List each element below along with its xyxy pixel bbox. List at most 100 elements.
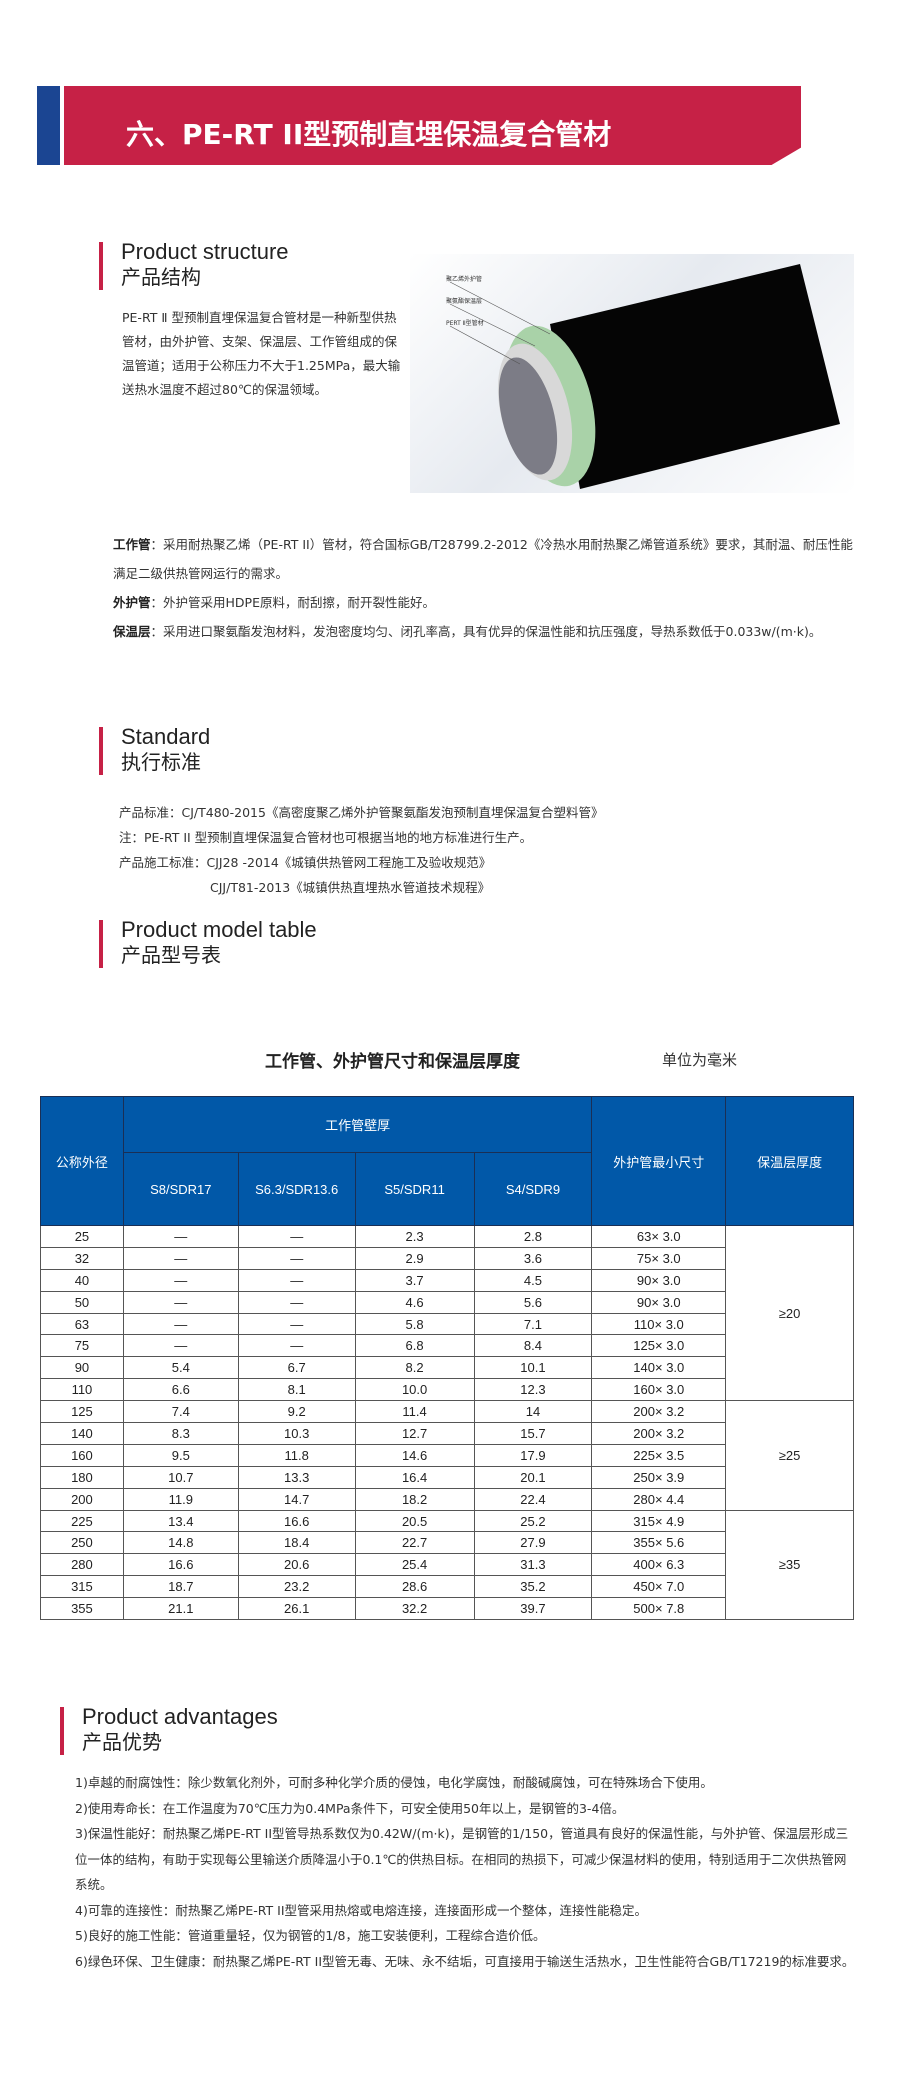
- table-row: 315 18.7 23.2 28.6 35.2 450× 7.0: [40, 1575, 854, 1599]
- heading-en: Product model table: [121, 917, 317, 942]
- label-insulation: 聚氨酯保温层: [446, 297, 482, 305]
- section-heading-standard: Standard 执行标准: [99, 725, 210, 775]
- section-heading-advantages: Product advantages 产品优势: [60, 1705, 278, 1755]
- table-cell: 35.2: [473, 1575, 593, 1599]
- table-cell: 18.4: [237, 1531, 356, 1555]
- table-cell: 15.7: [473, 1422, 593, 1445]
- table-cell: 63× 3.0: [591, 1225, 727, 1248]
- table-cell: 11.8: [237, 1443, 356, 1467]
- table-cell: 25.2: [473, 1509, 593, 1533]
- table-cell: 22.4: [473, 1487, 593, 1511]
- header-outer-pipe: 外护管最小尺寸: [591, 1096, 727, 1226]
- table-cell: 75: [40, 1334, 124, 1358]
- table-cell: 10.1: [473, 1356, 593, 1380]
- table-title: 工作管、外护管尺寸和保温层厚度: [265, 1052, 520, 1072]
- table-cell: 40: [40, 1268, 124, 1292]
- table-cell: 2.8: [473, 1225, 593, 1248]
- table-row: 225 13.4 16.6 20.5 25.2 315× 4.9 ≥35: [40, 1509, 854, 1621]
- table-cell: 225: [40, 1509, 124, 1533]
- table-cell: —: [237, 1225, 356, 1248]
- table-cell: —: [237, 1312, 356, 1336]
- table-cell: 23.2: [237, 1575, 356, 1599]
- insulation-thickness-cell: ≥20: [725, 1224, 854, 1402]
- table-unit: 单位为毫米: [662, 1051, 738, 1069]
- table-cell: 6.6: [122, 1378, 239, 1402]
- table-cell: 25.4: [354, 1553, 475, 1577]
- table-cell: 125× 3.0: [591, 1334, 727, 1358]
- detail-label: 外护管: [113, 595, 151, 610]
- insulation-thickness-cell: ≥25: [725, 1400, 854, 1511]
- standard-line: 注：PE-RT II 型预制直埋保温复合管材也可根据当地的地方标准进行生产。: [119, 830, 533, 845]
- header-sdr: S8/SDR17: [122, 1152, 239, 1226]
- section-heading-model: Product model table 产品型号表: [99, 918, 317, 968]
- advantages-list: 1)卓越的耐腐蚀性：除少数氧化剂外，可耐多种化学介质的侵蚀，电化学腐蚀，耐酸碱腐…: [75, 1770, 855, 1974]
- standards-list: 产品标准：CJ/T480-2015《高密度聚乙烯外护管聚氨酯发泡预制直埋保温复合…: [119, 800, 603, 900]
- header-sdr: S6.3/SDR13.6: [237, 1152, 356, 1226]
- detail-text: ：采用耐热聚乙烯（PE-RT II）管材，符合国标GB/T28799.2-201…: [113, 537, 853, 581]
- detail-insulation: 保温层：采用进口聚氨酯发泡材料，发泡密度均匀、闭孔率高，具有优异的保温性能和抗压…: [113, 617, 853, 646]
- insulation-thickness-cell: ≥35: [725, 1509, 854, 1621]
- table-cell: 14.8: [122, 1531, 239, 1555]
- table-cell: 31.3: [473, 1553, 593, 1577]
- table-cell: 140× 3.0: [591, 1356, 727, 1380]
- table-cell: 315× 4.9: [591, 1509, 727, 1533]
- table-cell: 2.9: [354, 1246, 475, 1270]
- advantage-item: 1)卓越的耐腐蚀性：除少数氧化剂外，可耐多种化学介质的侵蚀，电化学腐蚀，耐酸碱腐…: [75, 1775, 713, 1790]
- header-sdr: S5/SDR11: [354, 1152, 475, 1226]
- table-row: 25— —2.3 2.8 63× 3.0 ≥20: [40, 1224, 854, 1402]
- table-cell: 9.5: [122, 1443, 239, 1467]
- detail-label: 工作管: [113, 537, 151, 552]
- table-row: 180 10.7 13.3 16.4 20.1 250× 3.9: [40, 1465, 854, 1489]
- table-cell: 160: [40, 1443, 124, 1467]
- table-cell: 355: [40, 1597, 124, 1621]
- heading-en: Product structure: [121, 239, 289, 264]
- table-row: 355 21.1 26.1 32.2 39.7 500× 7.8: [40, 1597, 854, 1621]
- table-cell: 21.1: [122, 1597, 239, 1621]
- table-cell: 250: [40, 1531, 124, 1555]
- table-cell: 50: [40, 1290, 124, 1314]
- table-cell: —: [122, 1246, 239, 1270]
- table-cell: 8.4: [473, 1334, 593, 1358]
- heading-cn: 产品结构: [121, 265, 201, 289]
- table-cell: 4.5: [473, 1268, 593, 1292]
- table-cell: 16.6: [122, 1553, 239, 1577]
- detail-outer-pipe: 外护管：外护管采用HDPE原料，耐刮擦，耐开裂性能好。: [113, 588, 853, 617]
- table-cell: 8.2: [354, 1356, 475, 1380]
- table-cell: 18.2: [354, 1487, 475, 1511]
- table-row: 50— —4.6 5.6 90× 3.0: [40, 1290, 854, 1314]
- table-cell: 315: [40, 1575, 124, 1599]
- header-banner: [64, 86, 801, 165]
- table-cell: 10.3: [237, 1422, 356, 1445]
- table-cell: 140: [40, 1422, 124, 1445]
- table-cell: 27.9: [473, 1531, 593, 1555]
- table-cell: 110: [40, 1378, 124, 1402]
- table-cell: 11.9: [122, 1487, 239, 1511]
- table-cell: 9.2: [237, 1400, 356, 1424]
- table-cell: 8.3: [122, 1422, 239, 1445]
- table-cell: 28.6: [354, 1575, 475, 1599]
- standard-line: 产品施工标准：CJJ28 -2014《城镇供热管网工程施工及验收规范》: [119, 855, 492, 870]
- header-wall-thickness: 工作管壁厚: [122, 1096, 593, 1153]
- advantage-item: 6)绿色环保、卫生健康：耐热聚乙烯PE-RT II型管无毒、无味、永不结垢，可直…: [75, 1953, 855, 1969]
- table-cell: 450× 7.0: [591, 1575, 727, 1599]
- header-blue-bar: [37, 86, 60, 165]
- label-outer-pipe: 聚乙烯外护管: [446, 275, 482, 283]
- table-cell: 11.4: [354, 1400, 475, 1424]
- table-cell: 17.9: [473, 1443, 593, 1467]
- table-cell: 14: [473, 1400, 593, 1424]
- heading-accent-bar: [99, 920, 103, 968]
- detail-work-pipe: 工作管：采用耐热聚乙烯（PE-RT II）管材，符合国标GB/T28799.2-…: [113, 530, 853, 588]
- table-cell: —: [122, 1312, 239, 1336]
- table-cell: 5.6: [473, 1290, 593, 1314]
- table-cell: 20.5: [354, 1509, 475, 1533]
- header-sdr: S4/SDR9: [473, 1152, 593, 1226]
- table-cell: 125: [40, 1400, 124, 1424]
- heading-accent-bar: [99, 242, 103, 290]
- pipe-structure-image: 聚乙烯外护管 聚氨酯保温层 PERT Ⅱ型管材: [410, 254, 854, 493]
- table-cell: 200× 3.2: [591, 1400, 727, 1424]
- table-cell: 400× 6.3: [591, 1553, 727, 1577]
- table-cell: —: [237, 1334, 356, 1358]
- table-cell: 75× 3.0: [591, 1246, 727, 1270]
- heading-cn: 执行标准: [121, 750, 201, 774]
- table-cell: 16.6: [237, 1509, 356, 1533]
